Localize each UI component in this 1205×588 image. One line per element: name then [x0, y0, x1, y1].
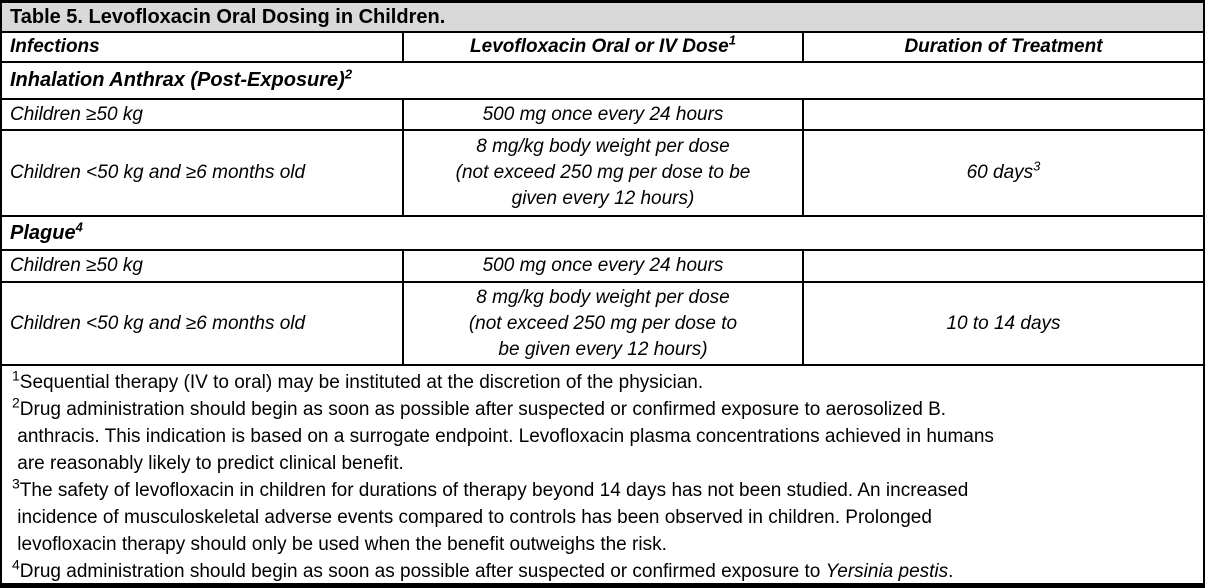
table-row-anthrax-ge50: Children ≥50 kg 500 mg once every 24 hou…: [2, 100, 1203, 131]
duration-footnote-marker: 3: [1033, 158, 1041, 174]
section-header-plague: Plague4: [2, 217, 1203, 251]
duration-cell: 10 to 14 days: [946, 312, 1061, 334]
column-header-infections: Infections: [2, 33, 404, 61]
table-row-anthrax-lt50: Children <50 kg and ≥6 months old 8 mg/k…: [2, 131, 1203, 217]
dose-cell: 8 mg/kg body weight per dose (not exceed…: [404, 131, 804, 215]
infection-cell: Children ≥50 kg: [2, 251, 404, 281]
footnote-4: 4Drug administration should begin as soo…: [12, 556, 954, 582]
duration-cell-empty: [804, 100, 1203, 129]
footnote-4-marker: 4: [12, 556, 20, 573]
plague-footnote-marker: 4: [75, 218, 83, 234]
species-name-italic: Yersinia pestis: [825, 561, 949, 582]
footnote-1: 1Sequential therapy (IV to oral) may be …: [12, 367, 704, 393]
footnote-3: 3The safety of levofloxacin in children …: [12, 475, 969, 555]
dose-footnote-marker: 1: [728, 33, 736, 48]
section-header-anthrax: Inhalation Anthrax (Post-Exposure)2: [2, 63, 1203, 100]
infection-cell: Children <50 kg and ≥6 months old: [2, 131, 404, 215]
dose-cell: 500 mg once every 24 hours: [404, 251, 804, 281]
infection-cell: Children ≥50 kg: [2, 100, 404, 129]
column-header-row: Infections Levofloxacin Oral or IV Dose1…: [2, 33, 1203, 63]
footnote-3-marker: 3: [12, 475, 20, 492]
table-title-bar: Table 5. Levofloxacin Oral Dosing in Chi…: [2, 3, 1203, 33]
footnotes-section: 1Sequential therapy (IV to oral) may be …: [2, 366, 1203, 583]
table-title: Table 5. Levofloxacin Oral Dosing in Chi…: [10, 5, 446, 28]
infection-cell: Children <50 kg and ≥6 months old: [2, 283, 404, 364]
table-row-plague-ge50: Children ≥50 kg 500 mg once every 24 hou…: [2, 251, 1203, 283]
footnote-2: 2Drug administration should begin as soo…: [12, 394, 994, 474]
duration-cell-empty: [804, 251, 1203, 281]
footnote-2-marker: 2: [12, 394, 20, 411]
table-row-plague-lt50: Children <50 kg and ≥6 months old 8 mg/k…: [2, 283, 1203, 366]
column-header-duration: Duration of Treatment: [904, 36, 1103, 57]
column-header-dose: Levofloxacin Oral or IV Dose1: [404, 33, 804, 61]
duration-cell: 60 days3: [966, 158, 1041, 183]
dose-cell: 8 mg/kg body weight per dose (not exceed…: [404, 283, 804, 364]
footnote-1-marker: 1: [12, 367, 20, 384]
dose-cell: 500 mg once every 24 hours: [404, 100, 804, 129]
anthrax-footnote-marker: 2: [344, 66, 353, 82]
